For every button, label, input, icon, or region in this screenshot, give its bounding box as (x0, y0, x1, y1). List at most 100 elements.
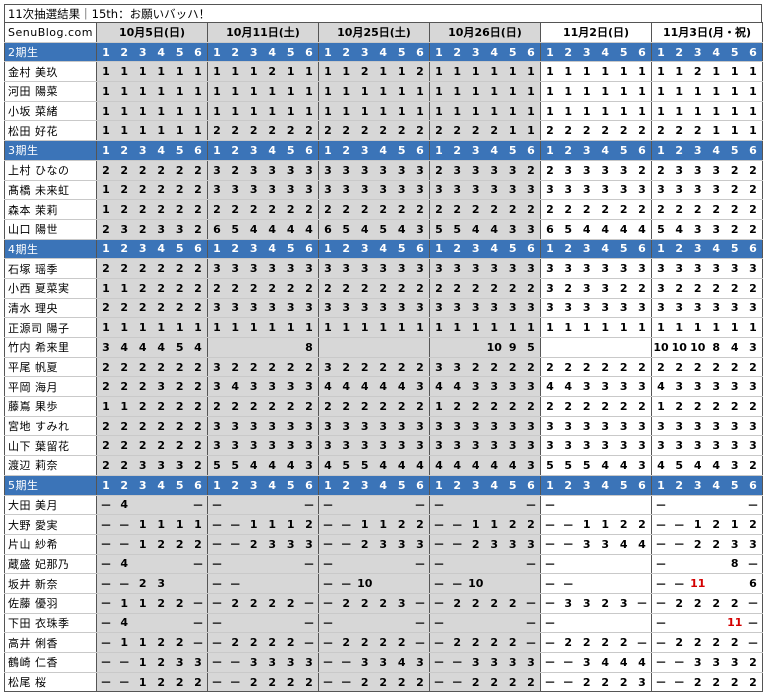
member-row: 山口 陽世 2 3 2 3 3 2 6 5 4 4 4 4 6 5 4 5 4 3 5 5 4 4 3 3 6 5 4 4 4 4 5 4 3 3 2… (4, 218, 763, 240)
slot-number: 4 (485, 140, 504, 161)
result-cell: 3 (707, 159, 726, 181)
result-cell: 1 (244, 81, 263, 102)
slot-number: 3 (244, 474, 263, 496)
result-cell: 3 (725, 652, 744, 673)
result-cell: － (411, 592, 430, 614)
member-row: 渡辺 莉奈 2 2 3 3 3 2 5 5 4 4 4 3 4 5 5 4 4 4 4 4 4 4 4 3 5 5 5 4 4 3 4 5 4 4 3… (4, 455, 763, 476)
result-cell: 2 (466, 356, 485, 378)
result-cell: 2 (448, 632, 467, 653)
result-cell: 2 (133, 258, 152, 279)
result-cell: 1 (503, 100, 522, 122)
result-cell: 5 (448, 218, 467, 240)
result-cell: 2 (133, 396, 152, 417)
slot-number: 2 (670, 474, 689, 496)
result-cell: 1 (392, 81, 411, 102)
result-cell: 3 (429, 435, 448, 457)
result-cell: 2 (596, 356, 615, 378)
result-cell: 4 (429, 455, 448, 476)
result-cell (133, 612, 152, 634)
result-cell: 1 (170, 100, 189, 122)
result-cell (596, 337, 615, 358)
result-cell: 2 (522, 396, 541, 417)
result-cell: 1 (522, 317, 541, 338)
slot-number: 1 (651, 238, 670, 260)
result-cell: 1 (596, 514, 615, 535)
result-cell (244, 494, 263, 516)
result-cell: 1 (559, 100, 578, 122)
result-cell: 1 (596, 61, 615, 83)
result-cell: 2 (226, 277, 245, 299)
result-cell (707, 573, 726, 594)
result-cell: 1 (152, 514, 171, 535)
result-cell: 3 (688, 297, 707, 319)
result-cell: 2 (744, 356, 763, 378)
result-cell: 4 (281, 218, 300, 240)
result-cell: 2 (170, 435, 189, 457)
result-cell: 1 (337, 61, 356, 83)
result-cell: 3 (374, 159, 393, 181)
result-cell: 1 (485, 317, 504, 338)
result-cell: － (633, 632, 652, 653)
result-cell: 6 (318, 218, 337, 240)
result-cell (226, 612, 245, 634)
slot-number: 3 (466, 140, 485, 161)
result-cell: 2 (300, 199, 319, 220)
result-cell: 3 (651, 258, 670, 279)
result-cell: － (744, 592, 763, 614)
result-cell: 2 (374, 632, 393, 653)
result-cell: 3 (355, 652, 374, 673)
result-cell: 3 (318, 415, 337, 437)
member-row: 平尾 帆夏 2 2 2 2 2 2 3 2 2 2 2 2 3 2 2 2 2 2 3 3 2 2 2 2 2 2 2 2 2 2 2 2 2 2 2… (4, 356, 763, 378)
member-row: 蔵盛 妃那乃－ 4 －－－－－－－－－ 8 － (4, 553, 763, 575)
slot-number: 4 (152, 238, 171, 260)
result-cell: 2 (688, 533, 707, 555)
result-cell: 1 (300, 81, 319, 102)
result-cell: 3 (503, 258, 522, 279)
result-cell: 2 (707, 592, 726, 614)
result-cell: 3 (448, 356, 467, 378)
result-cell: 1 (189, 61, 208, 83)
member-name: 蔵盛 妃那乃 (4, 553, 97, 575)
result-cell: 3 (263, 652, 282, 673)
result-cell: 1 (281, 514, 300, 535)
result-cell (614, 337, 633, 358)
result-cell: 2 (688, 632, 707, 653)
slot-number: 5 (281, 41, 300, 63)
result-cell: 2 (485, 671, 504, 692)
slot-number: 2 (337, 140, 356, 161)
slot-number: 3 (688, 140, 707, 161)
result-cell: － (540, 612, 559, 634)
result-cell (670, 494, 689, 516)
slot-number: 3 (244, 238, 263, 260)
result-cell: 10 (466, 573, 485, 594)
result-cell: 2 (744, 159, 763, 181)
result-cell: 10 (485, 337, 504, 358)
result-cell: 3 (651, 415, 670, 437)
slot-number: 1 (540, 238, 559, 260)
slot-number: 1 (207, 238, 226, 260)
result-cell: 2 (318, 120, 337, 142)
result-cell: 3 (170, 652, 189, 673)
result-cell: 2 (670, 396, 689, 417)
result-cell: 3 (374, 652, 393, 673)
result-cell (263, 612, 282, 634)
result-cell: 8 (725, 553, 744, 575)
slot-number: 6 (744, 140, 763, 161)
result-cell: 3 (411, 258, 430, 279)
result-cell: 1 (263, 317, 282, 338)
result-cell (337, 553, 356, 575)
result-cell: 3 (485, 297, 504, 319)
member-row: 坂井 新奈－－ 2 3 －－－－ 10 －－ 10 －－－－ 11 6 (4, 573, 763, 594)
member-row: 下田 衣珠季－ 4 －－－－－－－－－ 11 － (4, 612, 763, 634)
result-cell: － (651, 514, 670, 535)
result-cell: 2 (688, 277, 707, 299)
result-cell: 2 (170, 671, 189, 692)
result-cell: 2 (152, 356, 171, 378)
result-cell: 2 (337, 277, 356, 299)
result-cell: 3 (466, 297, 485, 319)
slot-number: 5 (614, 474, 633, 496)
result-cell: 2 (577, 199, 596, 220)
result-cell: 2 (688, 592, 707, 614)
result-cell (281, 553, 300, 575)
member-row: 松田 好花 1 1 1 1 1 1 2 2 2 2 2 2 2 2 2 2 2 2 2 2 2 2 1 1 2 2 2 2 2 2 2 2 2 1 1… (4, 120, 763, 142)
